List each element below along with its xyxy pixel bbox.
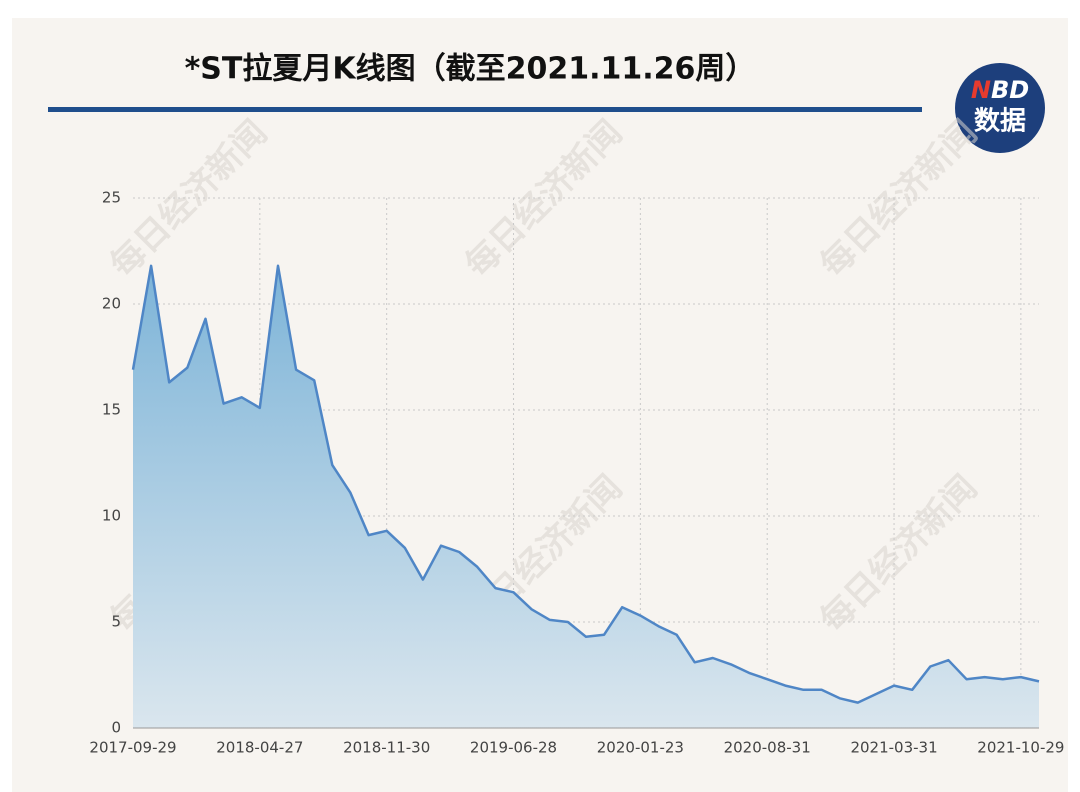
y-tick-label: 5 [111, 613, 121, 631]
logo: NBD 数据 [955, 63, 1045, 153]
logo-text: 数据 [974, 107, 1026, 137]
line [131, 264, 1040, 704]
x-tick-label: 2020-01-23 [597, 739, 684, 757]
y-tick-label: 25 [102, 189, 121, 207]
x-tick-label: 2021-03-31 [850, 739, 937, 757]
logo-n: N [971, 76, 991, 104]
y-tick-label: 15 [102, 401, 121, 419]
x-tick-label: 2020-08-31 [724, 739, 811, 757]
logo-letters: NBD [971, 76, 1029, 104]
area-fill [133, 265, 1039, 728]
logo-circle [955, 63, 1045, 153]
logo-bd: BD [991, 76, 1029, 104]
y-tick-label: 20 [102, 295, 121, 313]
x-tick-label: 2018-04-27 [216, 739, 303, 757]
x-tick-label: 2019-06-28 [470, 739, 557, 757]
title-rule [48, 107, 922, 112]
x-tick-label: 2017-09-29 [89, 739, 176, 757]
chart-title: *ST拉夏月K线图（截至2021.11.26周） [185, 52, 756, 87]
x-tick-label: 2018-11-30 [343, 739, 430, 757]
y-tick-label: 0 [111, 719, 121, 737]
x-tick-label: 2021-10-29 [977, 739, 1064, 757]
plot: 0 5 10 15 20 25 2017-09-29 2018-04-27 2018-11-30… [89, 189, 1064, 757]
y-tick-label: 10 [102, 507, 121, 525]
